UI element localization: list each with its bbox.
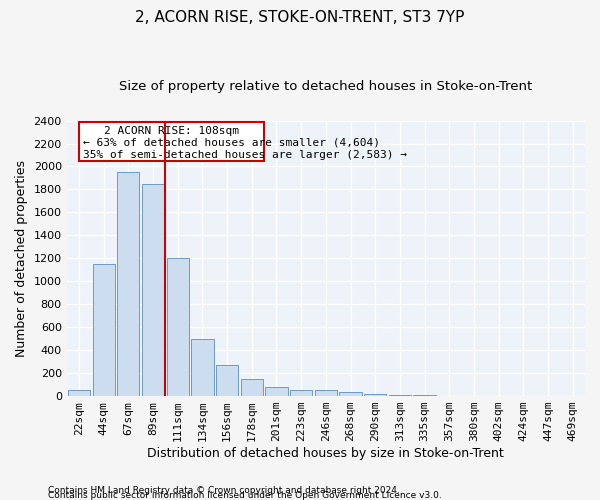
Bar [290,390,312,396]
Bar [117,172,139,396]
Bar [389,394,411,396]
Bar [340,392,362,396]
Y-axis label: Number of detached properties: Number of detached properties [15,160,28,357]
Bar [79,122,264,160]
Bar [216,365,238,396]
Bar [68,390,90,396]
Bar [142,184,164,396]
Text: Contains HM Land Registry data © Crown copyright and database right 2024.: Contains HM Land Registry data © Crown c… [48,486,400,495]
Text: Contains public sector information licensed under the Open Government Licence v3: Contains public sector information licen… [48,491,442,500]
Title: Size of property relative to detached houses in Stoke-on-Trent: Size of property relative to detached ho… [119,80,532,93]
Text: ← 63% of detached houses are smaller (4,604): ← 63% of detached houses are smaller (4,… [83,137,380,147]
Text: 2, ACORN RISE, STOKE-ON-TRENT, ST3 7YP: 2, ACORN RISE, STOKE-ON-TRENT, ST3 7YP [136,10,464,25]
X-axis label: Distribution of detached houses by size in Stoke-on-Trent: Distribution of detached houses by size … [148,447,504,460]
Bar [413,395,436,396]
Bar [265,388,287,396]
Text: 35% of semi-detached houses are larger (2,583) →: 35% of semi-detached houses are larger (… [83,150,407,160]
Bar [241,379,263,396]
Bar [191,338,214,396]
Bar [167,258,189,396]
Bar [92,264,115,396]
Bar [315,390,337,396]
Bar [364,394,386,396]
Text: 2 ACORN RISE: 108sqm: 2 ACORN RISE: 108sqm [104,126,239,136]
